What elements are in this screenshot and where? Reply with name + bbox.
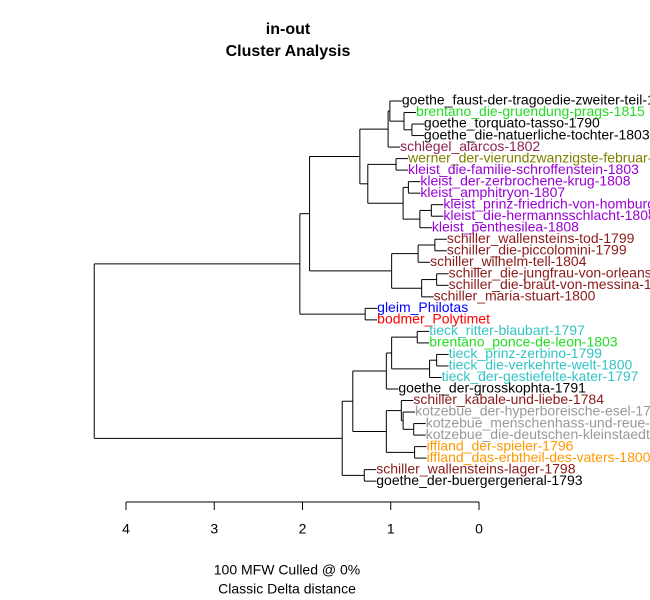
axis-note: 100 MFW Culled @ 0%: [214, 562, 360, 578]
x-tick-label: 3: [210, 521, 218, 537]
leaf-label: goethe_die-natuerliche-tochter-1803: [424, 126, 650, 142]
leaf-label: schiller_maria-stuart-1800: [434, 288, 596, 304]
leaf-label: kleist_penthesilea-1808: [432, 218, 579, 234]
leaf-label: brentano_ponce-de-leon-1803: [429, 334, 618, 350]
leaf-label: tieck_die-verkehrte-welt-1800: [449, 357, 633, 373]
x-tick-label: 4: [122, 521, 130, 537]
leaf-label: schiller_wilhelm-tell-1804: [430, 253, 587, 269]
leaf-label: tieck_der-gestiefelte-kater-1797: [442, 368, 639, 384]
leaf-label: schiller_kabale-und-liebe-1784: [413, 391, 604, 407]
leaf-label: kleist_die-hermannsschlacht-1808: [443, 207, 650, 223]
leaf-label: goethe_der-buergergeneral-1793: [376, 472, 582, 488]
leaf-label: kotzebue_menschenhass-und-reue-1790: [426, 414, 650, 430]
leaf-label: goethe_faust-der-tragoedie-zweiter-teil-…: [402, 92, 650, 108]
leaf-label: tieck_ritter-blaubart-1797: [429, 322, 585, 338]
leaf-label: schiller_wallensteins-tod-1799: [447, 230, 635, 246]
leaf-label: iffland_das-erbtheil-des-vaters-1800: [427, 449, 650, 465]
chart-title: in-out: [266, 21, 311, 38]
leaf-label: iffland_der-spieler-1796: [427, 437, 574, 453]
leaf-label: kleist_amphitryon-1807: [420, 184, 565, 200]
leaf-label: kleist_prinz-friedrich-von-homburg-1810: [443, 195, 650, 211]
x-axis-label: Classic Delta distance: [218, 581, 356, 597]
leaf-label: kotzebue_der-hyperboreische-esel-1799: [415, 403, 650, 419]
leaf-label: brentano_die-gruendung-prags-1815: [416, 103, 645, 119]
leaf-label: tieck_prinz-zerbino-1799: [449, 345, 603, 361]
leaf-label: schiller_die-braut-von-messina-1803: [449, 276, 650, 292]
leaf-label: kleist_der-zerbrochene-krug-1808: [420, 172, 630, 188]
leaf-label: goethe_torquato-tasso-1790: [424, 115, 600, 131]
x-tick-label: 2: [299, 521, 307, 537]
chart-subtitle: Cluster Analysis: [226, 43, 351, 60]
leaf-label: schlegel_alarcos-1802: [400, 138, 540, 154]
leaf-label: schiller_die-jungfrau-von-orleans-1801: [449, 265, 650, 281]
leaf-label: kleist_die-familie-schroffenstein-1803: [408, 161, 639, 177]
leaf-label: gleim_Philotas: [377, 299, 468, 315]
x-tick-label: 0: [475, 521, 483, 537]
leaf-label: werner_der-vierundzwanzigste-februar-180…: [407, 149, 650, 165]
leaf-label: kotzebue_die-deutschen-kleinstaedter-180…: [426, 426, 650, 442]
leaf-label: schiller_wallensteins-lager-1798: [376, 460, 575, 476]
leaf-label: goethe_der-grosskophta-1791: [398, 380, 586, 396]
leaf-label: bodmer_Polytimet: [377, 311, 490, 327]
leaf-label: schiller_die-piccolomini-1799: [447, 241, 627, 257]
x-tick-label: 1: [387, 521, 395, 537]
